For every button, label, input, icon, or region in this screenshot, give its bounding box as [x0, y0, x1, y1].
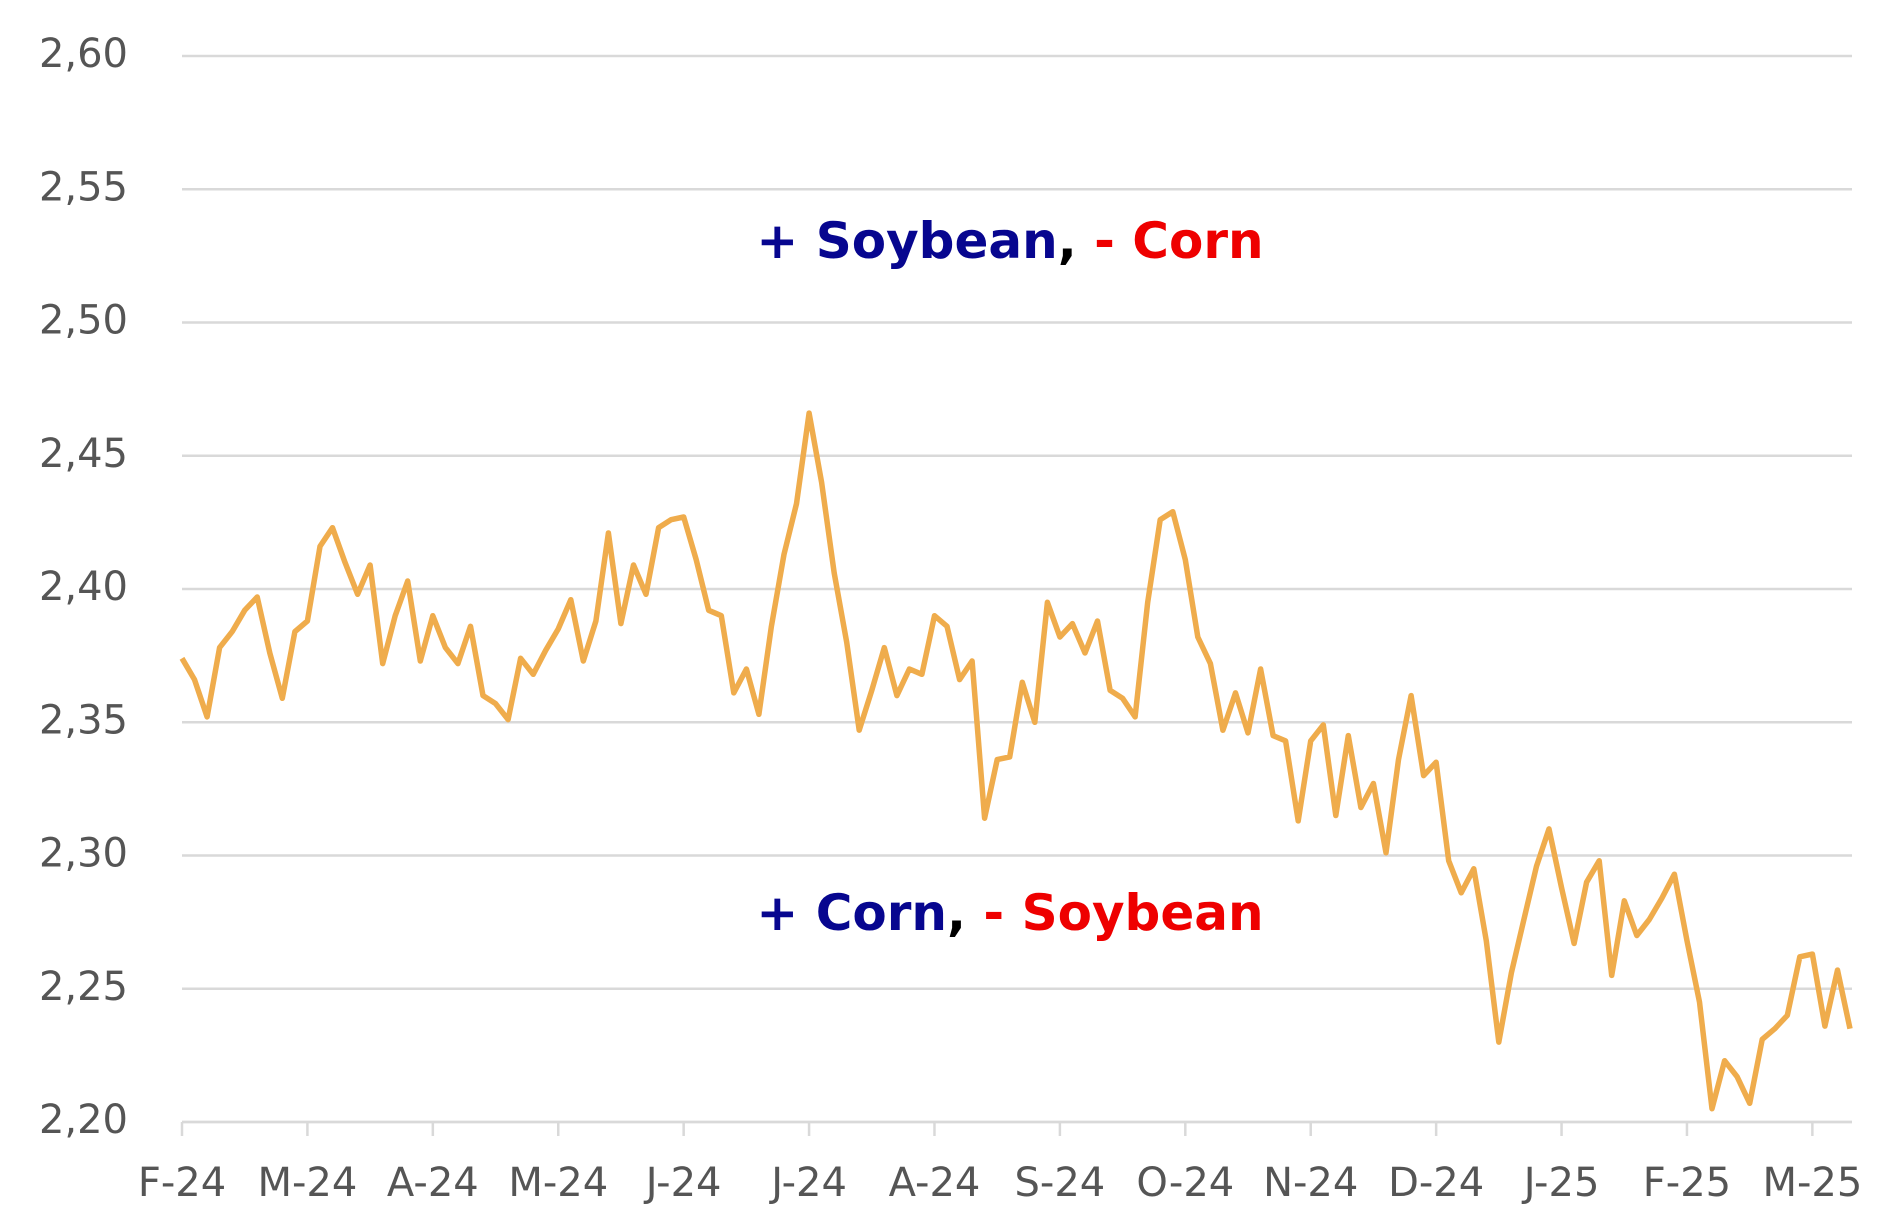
- x-tick-label: S-24: [1015, 1160, 1106, 1206]
- x-tick-label: J-24: [643, 1160, 722, 1206]
- y-tick-label: 2,35: [39, 697, 128, 743]
- x-tick-label: N-24: [1263, 1160, 1358, 1206]
- x-tick-label: O-24: [1136, 1160, 1234, 1206]
- annotation: + Soybean, - Corn: [756, 212, 1263, 270]
- y-tick-label: 2,40: [39, 564, 128, 610]
- annotation-part: + Corn: [756, 884, 947, 942]
- y-tick-label: 2,55: [39, 164, 128, 210]
- annotation-part: - Corn: [1077, 212, 1264, 270]
- x-tick-label: D-24: [1388, 1160, 1484, 1206]
- x-tick-label: F-24: [138, 1160, 226, 1206]
- x-tick-label: J-25: [1521, 1160, 1600, 1206]
- y-tick-label: 2,20: [39, 1097, 128, 1143]
- data-line: [179, 410, 1853, 1112]
- annotation: + Corn, - Soybean: [756, 884, 1263, 942]
- x-tick-label: M-25: [1762, 1160, 1862, 1206]
- x-tick-label: A-24: [889, 1160, 981, 1206]
- annotation-part: ,: [947, 884, 966, 942]
- y-tick-label: 2,50: [39, 298, 128, 344]
- x-tick-label: J-24: [768, 1160, 847, 1206]
- x-tick-label: M-24: [257, 1160, 357, 1206]
- y-tick-label: 2,25: [39, 964, 128, 1010]
- x-tick-label: F-25: [1643, 1160, 1731, 1206]
- y-tick-label: 2,60: [39, 31, 128, 77]
- y-tick-label: 2,45: [39, 431, 128, 477]
- x-tick-label: M-24: [508, 1160, 608, 1206]
- annotation-part: + Soybean: [756, 212, 1057, 270]
- annotation-part: - Soybean: [966, 884, 1264, 942]
- y-tick-label: 2,30: [39, 831, 128, 877]
- x-tick-label: A-24: [387, 1160, 479, 1206]
- annotation-part: ,: [1058, 212, 1077, 270]
